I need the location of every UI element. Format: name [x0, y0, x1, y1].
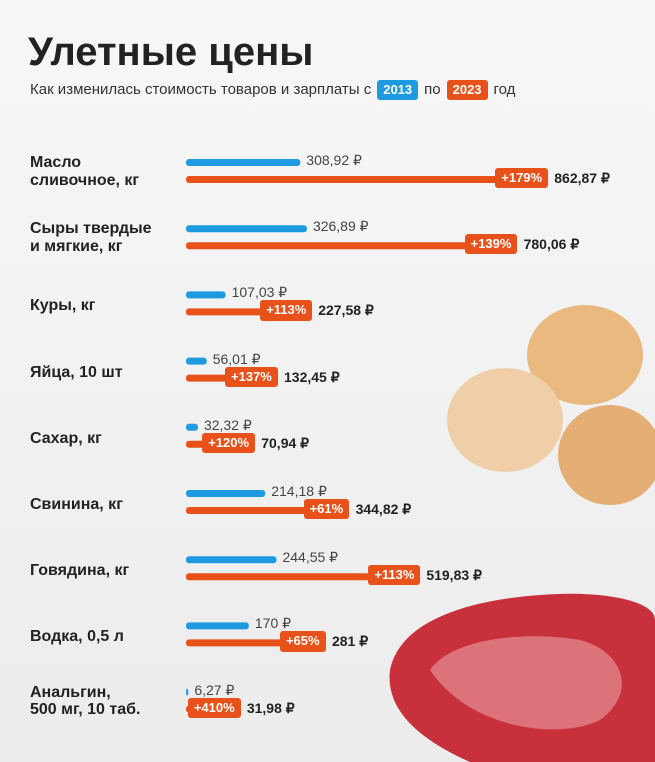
subtitle-text: по	[424, 80, 441, 98]
legend-2013: 2013	[377, 80, 419, 101]
change-badge: +139%	[464, 234, 518, 255]
value-label-2013: 308,92 ₽	[306, 152, 362, 168]
change-badge: +137%	[225, 366, 278, 387]
legend-2023: 2023	[446, 80, 488, 101]
category-label: Сыры твердые и мягкие, кг	[30, 220, 152, 255]
value-label-2023: 862,87 ₽	[554, 170, 610, 186]
bar-2013	[186, 490, 266, 497]
bar-2013	[186, 291, 226, 299]
value-label-2013: 326,89 ₽	[312, 218, 369, 235]
value-label-2023: 780,06 ₽	[523, 236, 580, 253]
bar-2023	[186, 242, 475, 250]
egg	[558, 405, 655, 505]
value-label-2013: 244,55 ₽	[282, 549, 339, 566]
bar-2013	[186, 423, 198, 431]
category-label: Сахар, кг	[30, 429, 102, 447]
value-label-2023: 70,94 ₽	[261, 434, 310, 451]
bar-2023	[186, 573, 379, 581]
meat-fat	[430, 636, 622, 730]
change-badge: +113%	[260, 300, 313, 321]
change-badge: +120%	[202, 432, 256, 454]
chart-title: Улетные цены	[28, 30, 314, 74]
change-badge: +65%	[279, 631, 326, 652]
change-badge: +113%	[368, 565, 421, 586]
value-label-2013: 32,32 ₽	[203, 416, 252, 433]
category-label: Говядина, кг	[30, 562, 130, 580]
change-badge: +410%	[187, 697, 241, 718]
change-badge: +61%	[303, 499, 350, 520]
value-label-2023: 281 ₽	[331, 633, 369, 650]
category-label: Куры, кг	[30, 297, 96, 315]
bar-2013	[186, 225, 307, 233]
category-label: Водка, 0,5 л	[30, 628, 124, 646]
value-label-2023: 227,58 ₽	[318, 302, 374, 319]
subtitle-text: год	[493, 80, 516, 98]
category-label: Масло сливочное, кг	[30, 154, 140, 189]
value-label-2013: 107,03 ₽	[231, 284, 288, 301]
value-label-2013: 170 ₽	[254, 615, 292, 632]
value-label-2013: 56,01 ₽	[212, 350, 261, 367]
bar-2023	[186, 308, 271, 316]
bar-2023	[186, 639, 290, 647]
bar-2023	[186, 507, 314, 514]
bar-2013	[186, 688, 189, 696]
egg	[527, 305, 643, 405]
bar-2023	[186, 374, 236, 382]
bar-2023	[186, 176, 506, 183]
egg	[447, 368, 563, 472]
subtitle-text: Как изменилась стоимость товаров и зарпл…	[30, 80, 372, 98]
bar-2013	[186, 556, 277, 564]
value-label-2023: 31,98 ₽	[246, 699, 295, 716]
category-label: Яйца, 10 шт	[30, 363, 123, 381]
value-label-2013: 6,27 ₽	[194, 681, 235, 698]
value-label-2023: 519,83 ₽	[426, 567, 482, 584]
value-label-2013: 214,18 ₽	[271, 483, 327, 499]
subtitle: Как изменилась стоимость товаров и зарпл…	[30, 80, 516, 101]
category-label: Анальгин, 500 мг, 10 таб.	[30, 683, 141, 719]
bar-2013	[186, 357, 207, 365]
value-label-2023: 132,45 ₽	[284, 368, 340, 385]
category-label: Свинина, кг	[30, 496, 123, 513]
value-label-2023: 344,82 ₽	[355, 501, 412, 517]
bar-2013	[186, 159, 301, 166]
change-badge: +179%	[495, 168, 549, 189]
bar-2013	[186, 622, 249, 630]
